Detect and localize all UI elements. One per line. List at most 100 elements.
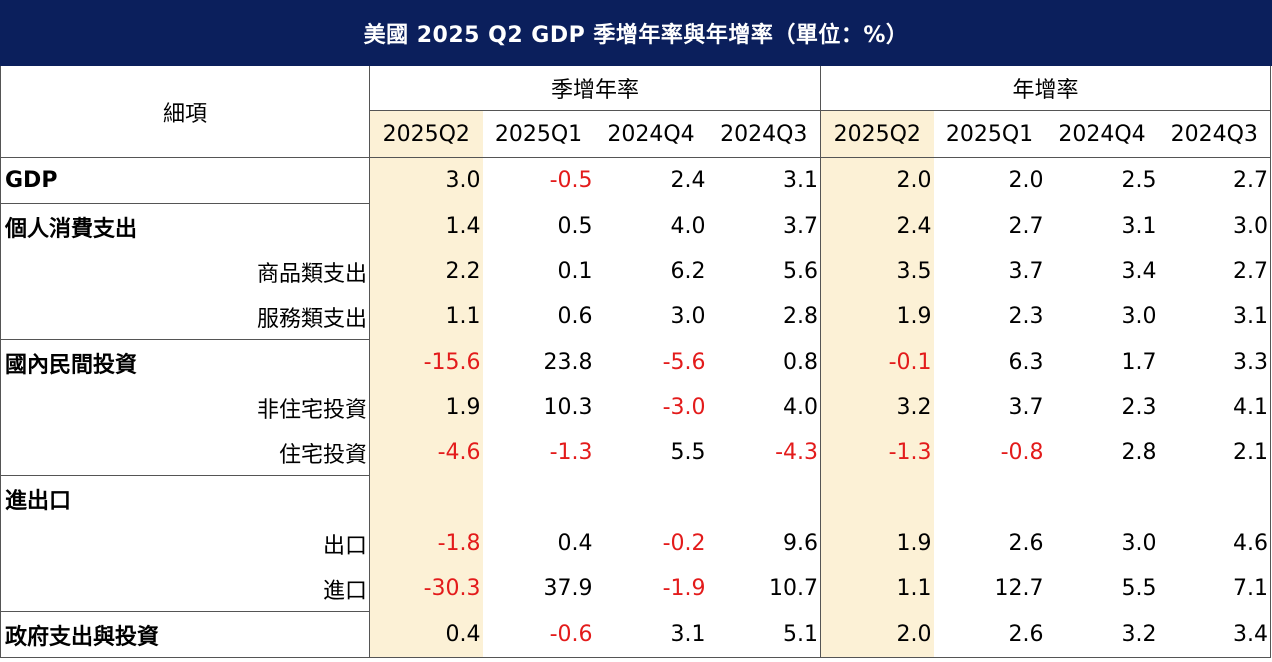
- yoy-value-cell: 3.3: [1158, 339, 1272, 385]
- group-header-qoq: 季增年率: [369, 66, 822, 111]
- yoy-value-cell: 3.0: [1158, 203, 1272, 249]
- row-label: 進出口: [0, 475, 370, 521]
- row-sublabel: 非住宅投資: [0, 385, 370, 430]
- yoy-value-cell: 2.1: [1158, 430, 1272, 476]
- qoq-value-cell: 6.2: [670, 259, 706, 284]
- qoq-value-cell: 0.8: [707, 339, 822, 385]
- row-label: 國內民間投資: [0, 339, 370, 385]
- yoy-value-cell: 6.3: [1008, 349, 1044, 375]
- table-row: 商品類支出 2.2 0.1 6.2 5.6 3.5 3.7 3.4 2.7: [0, 249, 1272, 294]
- yoy-value-cell: 2.7: [1158, 157, 1272, 204]
- yoy-value-cell: 1.1: [820, 566, 934, 612]
- yoy-value-cell: 3.0: [1121, 531, 1157, 556]
- qoq-value-cell: [369, 475, 483, 521]
- yoy-value-cell: 2.7: [1158, 249, 1272, 294]
- yoy-value-cell: 4.6: [1158, 521, 1272, 566]
- header-row-periods: 2025Q2 2025Q1 2024Q4 2024Q3 2025Q2 2025Q…: [1, 110, 1272, 158]
- row-sublabel: 商品類支出: [0, 249, 370, 294]
- qoq-value-cell: -15.6: [369, 339, 483, 385]
- qoq-value-cell: 0.6: [557, 304, 593, 330]
- yoy-value-cell: 1.7: [1121, 349, 1157, 375]
- yoy-value-cell: 3.2: [820, 385, 934, 430]
- yoy-value-cell: 2.8: [1121, 440, 1157, 466]
- qoq-value-cell: -1.3: [549, 440, 593, 466]
- qoq-value-cell: 1.4: [369, 203, 483, 249]
- period-header: 2025Q2: [369, 110, 483, 158]
- qoq-value-cell: 2.4: [670, 168, 706, 194]
- table-row: 進出口: [0, 475, 1272, 522]
- table-title: 美國 2025 Q2 GDP 季增年率與年增率（單位：%）: [0, 0, 1272, 66]
- yoy-value-cell: 2.0: [1008, 168, 1044, 194]
- qoq-value-cell: 0.5: [557, 213, 593, 239]
- qoq-value-cell: -1.9: [662, 576, 706, 602]
- qoq-value-cell: 5.1: [707, 611, 822, 658]
- qoq-value-cell: 5.5: [670, 440, 706, 466]
- qoq-value-cell: 10.3: [543, 395, 593, 420]
- yoy-value-cell: 4.1: [1158, 385, 1272, 430]
- qoq-value-cell: 2.8: [707, 294, 822, 340]
- row-sublabel: 服務類支出: [0, 294, 370, 340]
- yoy-value-cell: 2.5: [1121, 168, 1157, 194]
- yoy-value-cell: 2.4: [820, 203, 934, 249]
- qoq-value-cell: 3.7: [707, 203, 822, 249]
- row-sublabel: 住宅投資: [0, 430, 370, 476]
- yoy-value-cell: 1.9: [820, 521, 934, 566]
- qoq-value-cell: 23.8: [543, 349, 593, 375]
- period-header: 2024Q3: [1158, 110, 1272, 158]
- yoy-value-cell: -0.1: [820, 339, 934, 385]
- yoy-value-cell: 2.3: [1008, 304, 1044, 330]
- yoy-value-cell: 12.7: [994, 576, 1044, 602]
- period-header: 2025Q1: [933, 110, 1046, 158]
- table-row: 服務類支出 1.1 0.6 3.0 2.8 1.9 2.3 3.0 3.1: [0, 294, 1272, 340]
- qoq-value-cell: 0.1: [557, 259, 593, 284]
- period-header: 2025Q2: [820, 110, 934, 158]
- qoq-value-cell: -4.6: [369, 430, 483, 476]
- gdp-table: 細項 季增年率 年增率 2025Q2 2025Q1 2024Q4 2024Q3 …: [0, 66, 1272, 658]
- row-sublabel: 進口: [0, 566, 370, 612]
- qoq-value-cell: 4.0: [707, 385, 822, 430]
- yoy-value-cell: [1158, 475, 1272, 521]
- yoy-value-cell: -1.3: [820, 430, 934, 476]
- yoy-value-cell: -0.8: [1000, 440, 1044, 466]
- yoy-value-cell: 2.7: [1008, 213, 1044, 239]
- qoq-value-cell: -5.6: [662, 349, 706, 375]
- yoy-value-cell: [934, 476, 1046, 522]
- qoq-value-cell: 37.9: [543, 576, 593, 602]
- qoq-value-cell: -30.3: [369, 566, 483, 612]
- table-row: 個人消費支出 1.4 0.5 4.0 3.7 2.4 2.7 3.1 3.0: [0, 203, 1272, 249]
- table-row: 住宅投資 -4.6 -1.3 5.5 -4.3 -1.3 -0.8 2.8 2.1: [0, 430, 1272, 476]
- yoy-value-cell: [1046, 476, 1159, 522]
- qoq-value-cell: 10.7: [707, 566, 822, 612]
- header-row-groups: 細項 季增年率 年增率: [0, 66, 1272, 158]
- yoy-value-cell: [820, 475, 934, 521]
- table-row: 進口 -30.3 37.9 -1.9 10.7 1.1 12.7 5.5 7.1: [0, 566, 1272, 612]
- qoq-value-cell: 0.4: [557, 531, 593, 556]
- table-row: GDP 3.0 -0.5 2.4 3.1 2.0 2.0 2.5 2.7: [0, 157, 1272, 204]
- yoy-value-cell: 3.0: [1121, 304, 1157, 330]
- table-row: 出口 -1.8 0.4 -0.2 9.6 1.9 2.6 3.0 4.6: [0, 521, 1272, 566]
- qoq-value-cell: -0.6: [482, 611, 595, 658]
- period-header: 2025Q1: [482, 110, 595, 158]
- qoq-value-cell: [483, 476, 595, 522]
- qoq-value-cell: 9.6: [707, 521, 822, 566]
- yoy-value-cell: 2.6: [1008, 531, 1044, 556]
- period-header: 2024Q4: [594, 110, 708, 158]
- yoy-value-cell: 7.1: [1158, 566, 1272, 612]
- row-label: 個人消費支出: [0, 203, 370, 249]
- qoq-value-cell: 2.2: [369, 249, 483, 294]
- qoq-value-cell: -4.3: [707, 430, 822, 476]
- qoq-value-cell: [595, 476, 708, 522]
- table-row: 國內民間投資 -15.6 23.8 -5.6 0.8 -0.1 6.3 1.7 3.3: [0, 339, 1272, 385]
- qoq-value-cell: 3.1: [707, 157, 822, 204]
- qoq-value-cell: 5.6: [707, 249, 822, 294]
- table-row: 政府支出與投資 0.4 -0.6 3.1 5.1 2.0 2.6 3.2 3.4: [0, 611, 1272, 658]
- table-row: 非住宅投資 1.9 10.3 -3.0 4.0 3.2 3.7 2.3 4.1: [0, 385, 1272, 430]
- qoq-value-cell: 3.0: [369, 157, 483, 204]
- yoy-value-cell: 1.9: [820, 294, 934, 340]
- yoy-value-cell: 2.6: [933, 611, 1046, 658]
- yoy-value-cell: 3.4: [1158, 611, 1272, 658]
- yoy-value-cell: 3.5: [820, 249, 934, 294]
- qoq-value-cell: -0.2: [662, 531, 706, 556]
- yoy-value-cell: 2.0: [820, 611, 934, 658]
- period-header: 2024Q3: [707, 110, 822, 158]
